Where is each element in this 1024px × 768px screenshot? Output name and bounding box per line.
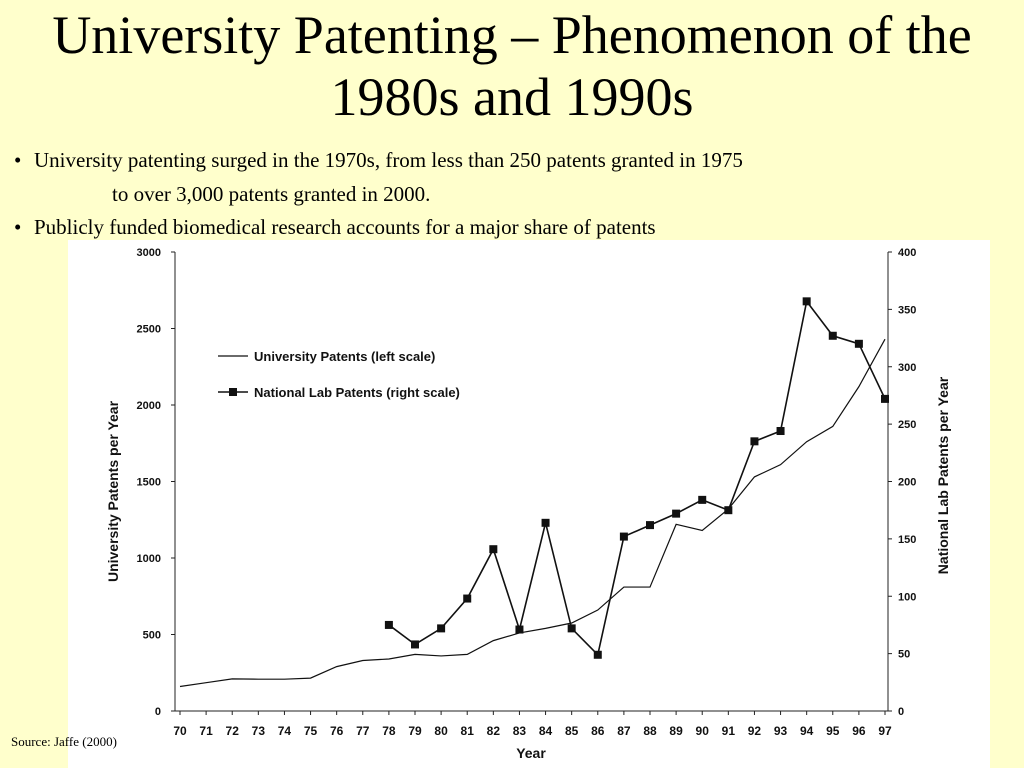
x-tick-label: 72 — [226, 724, 240, 738]
x-tick-label: 92 — [748, 724, 762, 738]
x-tick-label: 97 — [878, 724, 892, 738]
x-tick-label: 93 — [774, 724, 788, 738]
chart-axes: 0 500 1000 1500 2000 2500 3000 0 50 100 150 200 250 3… — [105, 247, 951, 761]
national-lab-point — [802, 297, 811, 306]
bullet-1-continuation: to over 3,000 patents granted in 2000. — [112, 182, 431, 206]
bullet-2-text: Publicly funded biomedical research acco… — [34, 215, 656, 239]
x-tick-label: 89 — [669, 724, 683, 738]
national-lab-point — [828, 331, 837, 340]
bullet-2: • Publicly funded biomedical research acc… — [6, 210, 1016, 244]
x-tick-label: 70 — [173, 724, 187, 738]
right-tick-label: 150 — [898, 534, 916, 546]
x-tick-label: 78 — [382, 724, 396, 738]
x-tick-label: 71 — [199, 724, 213, 738]
national-lab-point — [567, 624, 576, 633]
x-tick-label: 96 — [852, 724, 866, 738]
national-lab-point — [411, 640, 419, 649]
national-lab-point — [515, 625, 524, 634]
national-lab-point — [672, 509, 681, 518]
right-tick-label: 200 — [898, 477, 916, 489]
national-lab-point — [724, 506, 733, 515]
x-tick-label: 91 — [722, 724, 736, 738]
national-lab-point — [776, 427, 785, 436]
x-tick-label: 76 — [330, 724, 344, 738]
x-tick-label: 86 — [591, 724, 605, 738]
x-axis-label: Year — [516, 745, 546, 761]
right-tick-label: 300 — [898, 362, 916, 374]
national-lab-point — [619, 532, 628, 541]
x-tick-label: 84 — [539, 724, 553, 738]
national-lab-point — [463, 594, 472, 603]
bullet-1-symbol: • — [14, 148, 22, 172]
x-tick-label: 83 — [513, 724, 527, 738]
x-tick-label: 73 — [252, 724, 266, 738]
x-tick-label: 81 — [461, 724, 475, 738]
x-tick-label: 94 — [800, 724, 814, 738]
national-lab-point — [854, 339, 863, 348]
legend-label-national-lab: National Lab Patents (right scale) — [254, 385, 460, 400]
x-tick-label: 95 — [826, 724, 840, 738]
right-tick-label: 400 — [898, 247, 916, 259]
left-axis-label: University Patents per Year — [105, 400, 121, 582]
national-lab-point — [489, 545, 498, 554]
right-tick-label: 250 — [898, 419, 916, 431]
national-lab-point — [593, 650, 602, 659]
x-tick-label: 82 — [487, 724, 501, 738]
x-tick-label: 74 — [278, 724, 292, 738]
right-tick-label: 0 — [898, 706, 904, 718]
source-note: Source: Jaffe (2000) — [11, 734, 117, 749]
patent-chart: 0 500 1000 1500 2000 2500 3000 0 50 100 150 200 250 3… — [105, 247, 951, 761]
bullet-1-text: University patenting surged in the 1970s… — [34, 148, 743, 172]
chart-legend: University Patents (left scale) National … — [218, 349, 460, 400]
series-line-2 — [388, 299, 886, 657]
left-tick-label: 500 — [143, 630, 161, 642]
national-lab-point — [437, 624, 446, 633]
x-tick-label: 85 — [565, 724, 579, 738]
bullet-2-symbol: • — [14, 215, 22, 239]
national-lab-point — [698, 495, 707, 504]
right-tick-label: 350 — [898, 304, 916, 316]
left-tick-label: 3000 — [137, 247, 161, 259]
x-tick-label: 90 — [696, 724, 710, 738]
right-tick-label: 100 — [898, 591, 916, 603]
left-tick-label: 2000 — [137, 400, 161, 412]
x-tick-label: 79 — [408, 724, 422, 738]
left-tick-label: 2500 — [137, 324, 161, 336]
x-tick-label: 88 — [643, 724, 657, 738]
x-tick-label: 75 — [304, 724, 318, 738]
series-line-1 — [179, 338, 886, 688]
chart-marks — [179, 297, 889, 688]
national-lab-point — [750, 437, 759, 446]
national-lab-point — [541, 518, 550, 527]
chart-area: 0 500 1000 1500 2000 2500 3000 0 50 100 150 200 250 3… — [68, 240, 990, 768]
national-lab-point — [384, 620, 393, 629]
legend-marker-national-lab — [229, 388, 237, 396]
legend-label-university: University Patents (left scale) — [254, 349, 435, 364]
x-tick-label: 77 — [356, 724, 370, 738]
right-axis-label: National Lab Patents per Year — [935, 376, 951, 574]
national-lab-point — [646, 521, 654, 530]
bullet-1: • University patenting surged in the 1970… — [6, 143, 1016, 211]
right-tick-label: 50 — [898, 649, 910, 661]
slide-title: University Patenting – Phenomenon of the… — [52, 5, 972, 127]
national-lab-point — [881, 394, 889, 403]
left-tick-label: 0 — [155, 706, 161, 718]
left-tick-label: 1500 — [137, 477, 161, 489]
x-tick-label: 87 — [617, 724, 631, 738]
x-tick-label: 80 — [434, 724, 448, 738]
left-tick-label: 1000 — [137, 553, 161, 565]
